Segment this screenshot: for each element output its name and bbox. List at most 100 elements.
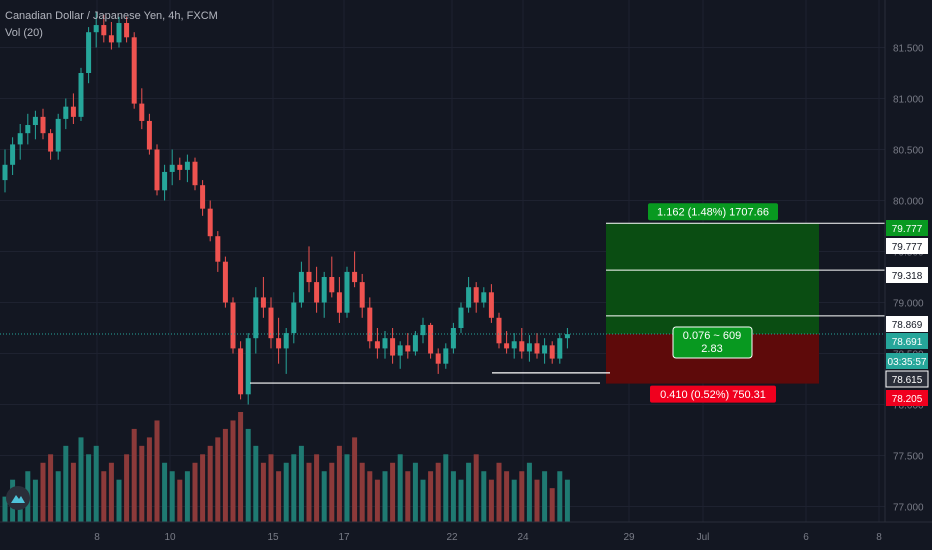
volume-bar bbox=[488, 479, 494, 522]
volume-bar bbox=[2, 496, 8, 522]
volume-bar bbox=[268, 454, 274, 522]
volume-bar bbox=[200, 454, 206, 522]
candle-body bbox=[382, 338, 388, 349]
candle-body bbox=[245, 338, 251, 395]
volume-bar bbox=[405, 471, 411, 522]
tradingview-logo-icon[interactable] bbox=[6, 486, 30, 510]
chart-legend: Canadian Dollar / Japanese Yen, 4h, FXCM… bbox=[5, 8, 218, 42]
price-tick-label: 77.000 bbox=[893, 503, 924, 514]
candle-body bbox=[215, 236, 221, 262]
target-label-box bbox=[648, 203, 778, 221]
candle-body bbox=[298, 271, 304, 303]
price-tick-label: 81.500 bbox=[893, 44, 924, 55]
price-tag-label: 78.615 bbox=[892, 375, 923, 386]
volume-bar bbox=[260, 462, 266, 522]
candle-body bbox=[63, 106, 69, 119]
time-tick-label: 22 bbox=[446, 532, 458, 543]
candle-body bbox=[124, 23, 130, 38]
volume-bar bbox=[496, 462, 502, 522]
candle-body bbox=[488, 292, 494, 318]
price-tag bbox=[886, 220, 928, 236]
volume-indicator-label[interactable]: Vol (20) bbox=[5, 27, 43, 39]
volume-bar bbox=[139, 445, 145, 522]
risk-reward-ratio: 2.83 bbox=[701, 343, 722, 355]
stop-label: 0.410 (0.52%) 750.31 bbox=[660, 389, 766, 401]
candle-body bbox=[108, 35, 114, 43]
volume-bar bbox=[466, 462, 472, 522]
candle-body bbox=[314, 282, 320, 303]
volume-bar bbox=[184, 471, 190, 522]
volume-bar bbox=[564, 479, 570, 522]
volume-bar bbox=[511, 479, 517, 522]
volume-bar bbox=[428, 471, 434, 522]
volume-bar bbox=[359, 462, 365, 522]
time-tick-label: 8 bbox=[94, 532, 100, 543]
price-tag bbox=[886, 238, 928, 254]
profit-zone bbox=[606, 223, 819, 335]
volume-bar bbox=[336, 445, 342, 522]
volume-bar bbox=[63, 445, 69, 522]
volume-bar bbox=[169, 471, 175, 522]
volume-bar bbox=[504, 471, 510, 522]
candle-body bbox=[329, 277, 335, 293]
time-tick-label: 6 bbox=[803, 532, 809, 543]
candle-body bbox=[496, 317, 502, 344]
price-tick-label: 79.000 bbox=[893, 299, 924, 310]
candle-body bbox=[458, 307, 464, 328]
risk-reward-box bbox=[672, 326, 753, 359]
volume-bar bbox=[367, 471, 373, 522]
volume-bar bbox=[314, 454, 320, 522]
volume-bar bbox=[344, 454, 350, 522]
volume-bar bbox=[298, 445, 304, 522]
candle-body bbox=[420, 324, 426, 336]
price-tag bbox=[886, 267, 928, 283]
candle-body bbox=[352, 271, 358, 283]
candle-body bbox=[291, 302, 297, 334]
volume-bar bbox=[473, 454, 479, 522]
candle-body bbox=[48, 133, 54, 152]
price-tag bbox=[886, 316, 928, 332]
volume-bar bbox=[192, 462, 198, 522]
time-tick-label: 24 bbox=[517, 532, 529, 543]
volume-bar bbox=[70, 462, 76, 522]
price-tag bbox=[886, 333, 928, 349]
volume-bar bbox=[86, 454, 92, 522]
price-tag-label: 78.205 bbox=[892, 394, 923, 405]
price-tag bbox=[886, 390, 928, 406]
price-tick-label: 77.500 bbox=[893, 452, 924, 463]
volume-bar bbox=[230, 420, 236, 522]
candle-body bbox=[557, 338, 563, 359]
candle-body bbox=[519, 341, 525, 352]
price-tag-label: 78.691 bbox=[892, 337, 923, 348]
candle-body bbox=[10, 144, 16, 165]
candle-body bbox=[542, 345, 548, 354]
candle-body bbox=[466, 287, 472, 308]
volume-bar bbox=[177, 479, 183, 522]
candle-body bbox=[86, 32, 92, 73]
price-tag-label: 79.777 bbox=[892, 242, 923, 253]
candle-body bbox=[93, 25, 99, 33]
time-tick-label: Jul bbox=[697, 532, 710, 543]
volume-bar bbox=[283, 462, 289, 522]
volume-bar bbox=[124, 454, 130, 522]
candle-body bbox=[154, 149, 160, 191]
candle-body bbox=[230, 302, 236, 349]
price-tag-label: 79.777 bbox=[892, 224, 923, 235]
candle-body bbox=[169, 164, 175, 172]
price-tag-label: 78.869 bbox=[892, 320, 923, 331]
volume-bar bbox=[549, 488, 555, 522]
candle-body bbox=[504, 343, 510, 349]
stop-label-box bbox=[650, 385, 776, 403]
candle-body bbox=[473, 287, 479, 303]
volume-bar bbox=[534, 479, 540, 522]
candle-body bbox=[428, 324, 434, 354]
symbol-title[interactable]: Canadian Dollar / Japanese Yen, 4h, FXCM bbox=[5, 10, 218, 22]
candle-body bbox=[336, 292, 342, 313]
volume-bar bbox=[542, 471, 548, 522]
volume-bar bbox=[78, 437, 84, 522]
candle-body bbox=[443, 348, 449, 364]
target-label: 1.162 (1.48%) 1707.66 bbox=[657, 207, 769, 219]
candle-body bbox=[192, 161, 198, 186]
price-tag bbox=[885, 370, 929, 388]
